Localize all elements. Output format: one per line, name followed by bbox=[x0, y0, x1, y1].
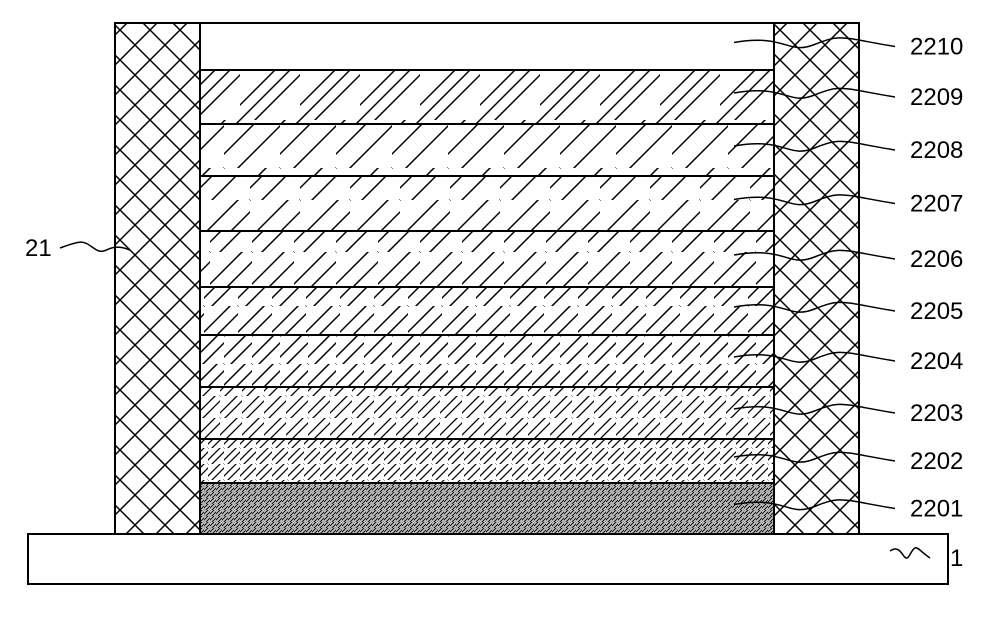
label-pillar: 21 bbox=[25, 235, 52, 262]
label-2209: 2209 bbox=[910, 84, 963, 111]
label-2202: 2202 bbox=[910, 448, 963, 475]
layer-2204 bbox=[200, 335, 774, 387]
pillar-right bbox=[774, 23, 859, 534]
label-2201: 2201 bbox=[910, 496, 963, 523]
label-2204: 2204 bbox=[910, 348, 963, 375]
label-2207: 2207 bbox=[910, 191, 963, 218]
label-substrate: 1 bbox=[950, 545, 963, 572]
layer-2207 bbox=[200, 176, 774, 231]
layer-2203 bbox=[200, 387, 774, 439]
label-2210: 2210 bbox=[910, 34, 963, 61]
layer-2210 bbox=[200, 23, 774, 70]
layer-2201 bbox=[200, 483, 774, 534]
diagram-root: 2210 2209 2208 2207 2206 2205 2204 2203 2202 2201… bbox=[0, 0, 1000, 618]
layer-2209 bbox=[200, 70, 774, 124]
figure-content: 2210 2209 2208 2207 2206 2205 2204 2203 2202 2201… bbox=[25, 23, 963, 584]
layer-stack bbox=[200, 23, 774, 534]
layer-2202 bbox=[200, 439, 774, 483]
substrate bbox=[28, 534, 948, 584]
layer-2205 bbox=[200, 287, 774, 335]
pillar-left bbox=[115, 23, 200, 534]
label-2208: 2208 bbox=[910, 137, 963, 164]
label-2205: 2205 bbox=[910, 298, 963, 325]
label-2206: 2206 bbox=[910, 246, 963, 273]
label-2203: 2203 bbox=[910, 400, 963, 427]
layer-2208 bbox=[200, 124, 774, 176]
layer-2206 bbox=[200, 231, 774, 287]
